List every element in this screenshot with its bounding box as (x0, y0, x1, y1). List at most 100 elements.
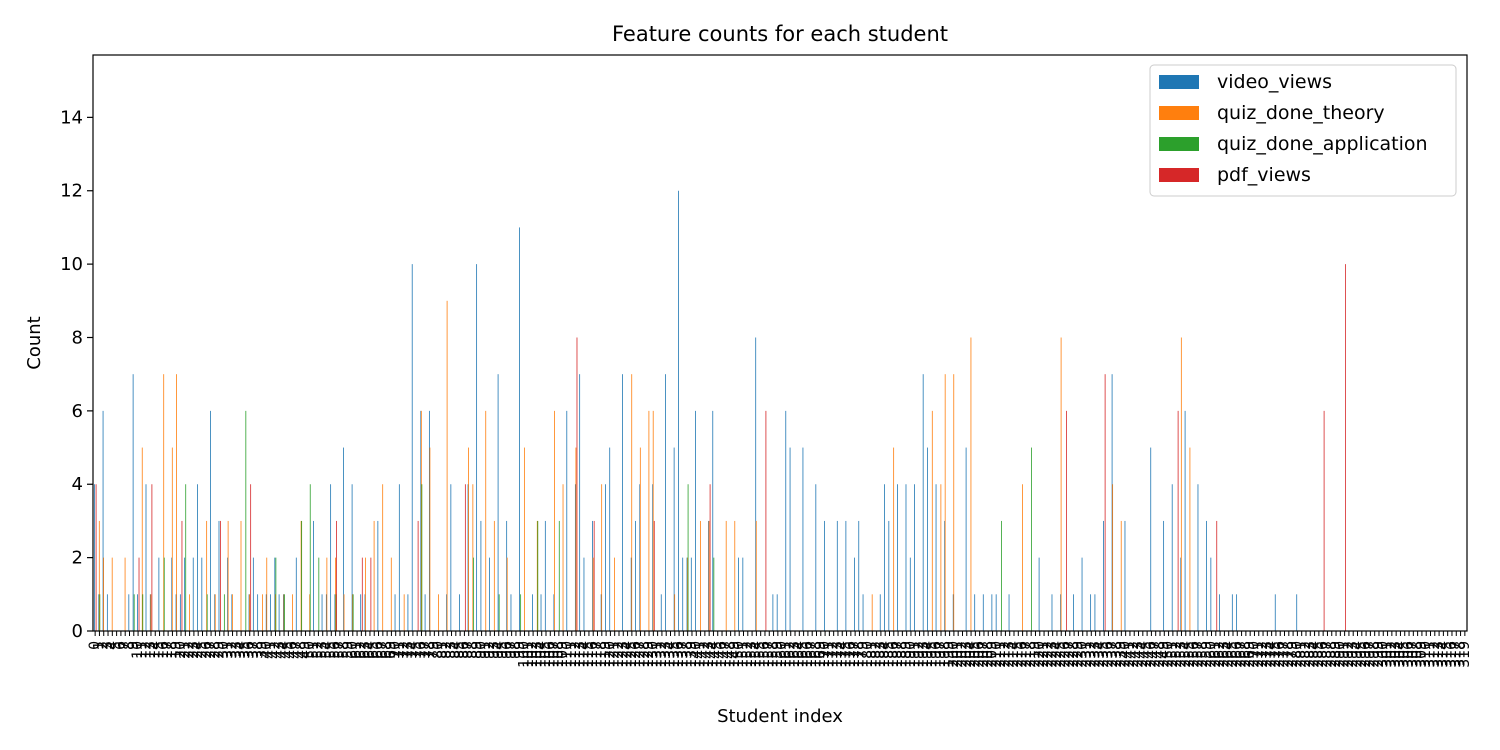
bar-video_views-60 (351, 484, 353, 631)
bar-video_views-73 (407, 594, 409, 631)
x-tick-label: 142 (697, 641, 713, 668)
x-tick-label: 3 (100, 641, 116, 650)
x-tick-label: 138 (680, 641, 696, 668)
x-tick-label: 111 (564, 641, 580, 668)
x-tick-label: 61 (349, 641, 365, 659)
x-tick-label: 236 (1100, 641, 1116, 668)
x-tick-label: 179 (856, 641, 872, 668)
bar-quiz_done_theory-141 (700, 520, 701, 631)
x-tick-label: 109 (555, 641, 571, 668)
x-tick-label: 37 (246, 641, 262, 659)
x-tick-label: 312 (1427, 641, 1443, 668)
x-tick-label: 62 (353, 641, 369, 659)
bar-video_views-138 (686, 557, 688, 631)
y-tick-label: 14 (60, 107, 83, 128)
x-tick-label: 55 (323, 641, 339, 659)
x-tick-label: 273 (1259, 641, 1275, 668)
x-tick-label: 27 (203, 641, 219, 659)
y-tick-label: 6 (72, 401, 83, 422)
x-tick-label: 315 (1440, 641, 1456, 668)
x-tick-label: 166 (800, 641, 816, 668)
y-tick-label: 12 (60, 181, 83, 202)
bar-quiz_done_theory-39 (262, 594, 263, 631)
x-tick-label: 12 (139, 641, 155, 659)
bar-video_views-194 (927, 447, 928, 631)
x-tick-label: 48 (293, 641, 309, 659)
bar-video_views-275 (1274, 594, 1276, 631)
x-tick-label: 303 (1388, 641, 1404, 668)
x-tick-label: 304 (1392, 641, 1408, 668)
x-tick-label: 25 (194, 641, 210, 659)
bar-video_views-37 (252, 557, 254, 631)
bar-video_views-193 (922, 374, 924, 631)
x-tick-label: 274 (1264, 641, 1280, 668)
bar-video_views-126 (635, 520, 636, 631)
x-tick-label: 249 (1156, 641, 1172, 668)
bar-quiz_done_theory-78 (429, 447, 431, 631)
x-tick-label: 67 (375, 641, 391, 659)
x-tick-label: 59 (340, 641, 356, 659)
bar-quiz_done_theory-58 (343, 594, 345, 631)
bar-quiz_done_application-21 (185, 484, 187, 631)
bar-quiz_done_theory-129 (648, 410, 650, 631)
x-tick-label: 19 (169, 641, 185, 659)
bar-pdf_views-235 (1104, 374, 1106, 631)
bar-video_views-32 (231, 594, 233, 631)
bar-quiz_done_application-26 (206, 594, 208, 631)
bar-quiz_done_theory-237 (1112, 484, 1114, 631)
x-tick-label: 265 (1225, 641, 1241, 668)
x-tick-label: 245 (1139, 641, 1155, 668)
x-tick-label: 4 (104, 641, 120, 650)
x-tick-label: 80 (431, 641, 447, 659)
bar-quiz_done_theory-87 (468, 447, 469, 631)
bar-video_views-183 (879, 594, 881, 631)
bar-video_views-223 (1051, 594, 1053, 631)
x-tick-label: 79 (426, 641, 442, 659)
x-tick-label: 107 (547, 641, 563, 668)
bar-pdf_views-29 (220, 520, 221, 631)
x-tick-label: 208 (980, 641, 996, 668)
bar-video_views-177 (854, 557, 855, 631)
bar-video_views-107 (553, 594, 555, 631)
x-tick-label: 143 (701, 641, 717, 668)
x-tick-label: 210 (989, 641, 1005, 668)
bar-video_views-96 (506, 520, 508, 631)
x-tick-label: 101 (521, 641, 537, 668)
bar-video_views-116 (592, 520, 593, 631)
bar-video_views-23 (192, 557, 194, 631)
x-tick-label: 154 (748, 641, 764, 668)
x-tick-label: 310 (1418, 641, 1434, 668)
x-tick-label: 22 (182, 641, 198, 659)
x-tick-label: 300 (1375, 641, 1391, 668)
x-tick-label: 248 (1152, 641, 1168, 668)
x-tick-label: 215 (1010, 641, 1026, 668)
x-tick-label: 71 (392, 641, 408, 659)
x-tick-label: 196 (929, 641, 945, 668)
bar-pdf_views-10 (138, 557, 140, 631)
bar-quiz_done_theory-31 (227, 520, 229, 631)
x-tick-label: 77 (418, 641, 434, 659)
x-tick-label: 201 (950, 641, 966, 668)
x-tick-label: 60 (345, 641, 361, 659)
bar-quiz_done_theory-91 (485, 410, 487, 631)
x-tick-label: 296 (1358, 641, 1374, 668)
x-tick-label: 289 (1328, 641, 1344, 668)
bar-video_views-105 (544, 520, 546, 631)
x-tick-label: 87 (461, 641, 477, 659)
x-tick-label: 51 (306, 641, 322, 659)
bar-video_views-25 (201, 557, 203, 631)
bar-video_views-189 (905, 484, 907, 631)
x-tick-label: 271 (1251, 641, 1267, 668)
bar-pdf_views-252 (1177, 410, 1179, 631)
bar-video_views-165 (802, 447, 804, 631)
x-tick-label: 66 (371, 641, 387, 659)
x-tick-label: 195 (924, 641, 940, 668)
x-tick-label: 224 (1049, 641, 1065, 668)
bar-pdf_views-0 (95, 484, 97, 631)
x-tick-label: 146 (714, 641, 730, 668)
x-tick-label: 53 (315, 641, 331, 659)
x-tick-label: 295 (1354, 641, 1370, 668)
x-tick-label: 161 (778, 641, 794, 668)
bar-video_views-262 (1219, 594, 1220, 631)
legend-box (1149, 64, 1457, 197)
